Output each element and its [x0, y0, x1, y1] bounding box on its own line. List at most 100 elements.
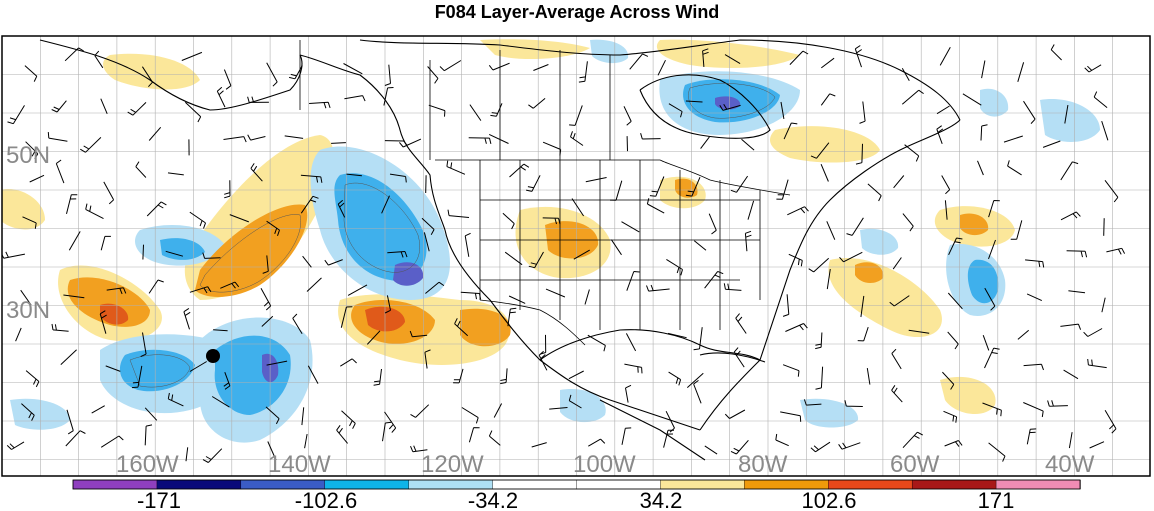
wind-barb [508, 295, 526, 304]
wind-barb [570, 131, 584, 146]
wind-barb [625, 333, 637, 352]
wind-barb [99, 310, 107, 334]
wind-barb [1010, 220, 1023, 240]
wind-barb [140, 332, 147, 358]
wind-barb [623, 106, 632, 126]
wind-barb [1064, 105, 1069, 124]
negative-anomaly-area [560, 389, 606, 423]
wind-barb [144, 407, 158, 421]
wind-barb [962, 93, 982, 106]
wind-barb [1060, 323, 1082, 330]
wind-barb [260, 287, 272, 311]
wind-barb [820, 57, 835, 69]
wind-barb [936, 125, 944, 144]
wind-barb [1026, 293, 1043, 302]
wind-barb [1066, 250, 1088, 258]
wind-barb [399, 138, 422, 148]
coastline-hudson [639, 74, 771, 139]
wind-barb [266, 220, 280, 236]
wind-barb [261, 315, 274, 327]
wind-barb [428, 104, 446, 117]
wind-barb [1093, 91, 1108, 108]
state-lines [479, 160, 761, 330]
wind-barb [453, 368, 464, 384]
wind-barb [94, 50, 104, 69]
wind-barb [424, 349, 431, 369]
positive-anomaly-area [67, 277, 150, 327]
coastline-canada-arctic [359, 39, 961, 121]
wind-barb [693, 379, 702, 404]
wind-barb [1047, 400, 1068, 407]
negative-anomaly-area [980, 88, 1009, 117]
positive-anomaly-area [770, 126, 880, 163]
wind-barb [224, 180, 231, 199]
wind-barb [545, 288, 566, 298]
wind-barb [815, 366, 824, 390]
colorbar-label: 102.6 [801, 488, 856, 511]
wind-barb [144, 424, 153, 446]
wind-barb [223, 136, 247, 143]
wind-barb [723, 283, 742, 291]
wind-barb [988, 442, 1006, 462]
positive-anomaly-area [828, 258, 942, 338]
coastline-alaska [39, 39, 303, 111]
wind-barb [943, 410, 958, 423]
negative-anomaly-area [590, 39, 629, 64]
wind-barb [29, 174, 45, 183]
wind-barb [904, 144, 920, 162]
wind-barb [167, 172, 184, 176]
wind-barb [284, 135, 304, 139]
wind-barb [267, 441, 277, 461]
wind-barb [68, 231, 81, 251]
wind-barb [981, 60, 986, 79]
lon-label-100w: 100W [573, 451, 636, 478]
wind-barb [454, 318, 469, 337]
coastline-cuba [699, 352, 766, 363]
wind-barb [588, 438, 606, 447]
wind-barb [785, 323, 808, 332]
wind-barb [776, 179, 789, 200]
wind-barb [439, 60, 462, 72]
lon-label-40w: 40W [1045, 451, 1095, 478]
wind-barb [944, 200, 948, 220]
coastline-central-america [599, 399, 706, 461]
wind-barb [867, 183, 882, 202]
wind-barb [542, 217, 561, 225]
wind-barb [730, 439, 749, 455]
wind-barb [702, 48, 709, 67]
contour-lines [129, 83, 776, 388]
wind-barb [1089, 441, 1105, 449]
wind-barb [142, 244, 144, 260]
wind-barb [820, 93, 836, 106]
wind-barb [106, 287, 127, 295]
wind-barb [528, 98, 546, 109]
wind-barb [216, 86, 226, 108]
wind-barb [685, 100, 703, 103]
wind-barb [789, 50, 809, 65]
wind-barb [1087, 358, 1107, 369]
lon-label-140w: 140W [268, 451, 331, 478]
wind-barb [490, 103, 503, 117]
wind-barb [666, 258, 683, 276]
wind-barb [336, 425, 348, 444]
wind-barb [724, 409, 746, 419]
wind-barb [908, 329, 930, 334]
wind-barb [127, 102, 147, 116]
wind-barb [202, 448, 223, 463]
wind-barb [7, 105, 25, 125]
wind-barb [383, 87, 394, 106]
colorbar-label: 34.2 [640, 488, 683, 511]
wind-barb [733, 347, 745, 368]
wind-barb [340, 358, 357, 367]
wind-barb [810, 142, 830, 159]
wind-barb [307, 365, 319, 384]
wind-barb [344, 95, 366, 102]
wind-barb [568, 370, 584, 380]
wind-barb [337, 199, 346, 218]
positive-anomaly-area [960, 213, 989, 236]
anomaly-shading [2, 39, 1100, 443]
wind-barb [183, 307, 191, 330]
positive-anomaly-area [675, 178, 698, 198]
wind-barb [891, 385, 903, 403]
